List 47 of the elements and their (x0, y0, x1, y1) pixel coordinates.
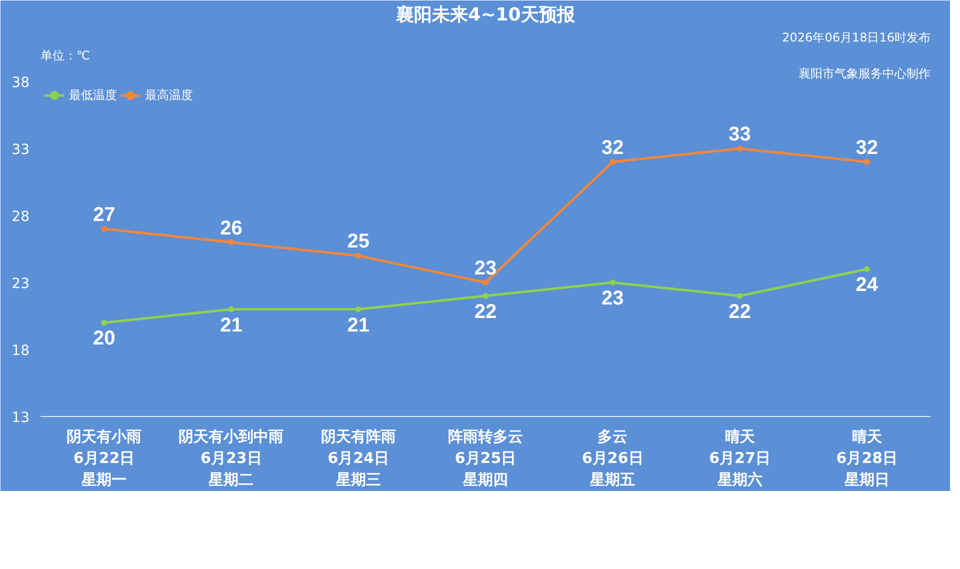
data-label: 23 (602, 288, 624, 310)
point (864, 266, 870, 272)
data-label: 22 (474, 300, 497, 323)
data-label: 24 (856, 274, 879, 296)
data-label: 32 (602, 136, 624, 159)
data-label: 27 (92, 204, 116, 226)
point (736, 146, 743, 152)
x-tick-label: 多云6月26日星期五 (582, 428, 644, 489)
data-label: 33 (728, 124, 751, 146)
point (482, 280, 488, 286)
data-label: 23 (474, 258, 497, 280)
y-tick-label: 18 (12, 343, 30, 359)
point (228, 239, 234, 246)
x-tick-label: 晴天6月28日星期日 (836, 428, 898, 489)
x-tick-label: 晴天6月27日星期六 (709, 428, 770, 489)
x-tick-label: 阴天有阵雨6月24日星期三 (320, 428, 396, 489)
point (228, 306, 234, 312)
chart-title: 襄阳未来4~10天预报 (395, 4, 576, 26)
x-tick-label: 阴天有小到中雨6月23日星期二 (178, 428, 284, 489)
legend-label: 最高温度 (145, 86, 193, 104)
data-label: 21 (220, 314, 242, 336)
point (864, 158, 870, 165)
y-tick-label: 28 (12, 209, 30, 225)
data-label: 22 (728, 300, 751, 323)
data-label: 32 (856, 136, 878, 159)
point (101, 226, 108, 232)
point (610, 280, 616, 286)
point (355, 306, 362, 312)
legend-label: 最低温度 (69, 86, 117, 104)
y-tick-label: 13 (12, 410, 30, 426)
y-tick-label: 38 (12, 75, 30, 91)
point (736, 292, 743, 299)
text: 2026年06月18日16时发布 (782, 30, 931, 44)
data-label: 21 (347, 314, 370, 336)
y-tick-label: 23 (12, 276, 30, 292)
x-tick-label: 阵雨转多云6月25日星期四 (448, 428, 523, 489)
data-label: 26 (220, 217, 242, 240)
data-label: 25 (347, 230, 370, 253)
point (610, 158, 616, 165)
text: 襄阳市气象服务中心制作 (798, 66, 930, 80)
data-label: 20 (92, 328, 116, 350)
x-tick-label: 阴天有小雨6月22日星期一 (66, 428, 142, 489)
point (101, 320, 108, 326)
y-tick-label: 33 (12, 142, 30, 158)
point (482, 292, 488, 299)
text: 单位：℃ (40, 48, 90, 62)
point (355, 252, 362, 259)
